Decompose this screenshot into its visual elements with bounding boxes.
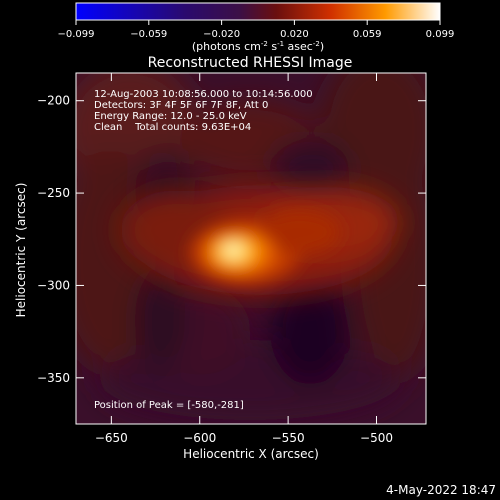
colorbar-tick-label: −0.059 xyxy=(130,29,167,40)
heatmap-image xyxy=(76,73,426,424)
x-tick-label: −600 xyxy=(183,431,216,445)
colorbar-tick-label: 0.020 xyxy=(280,29,309,40)
y-tick-label: −250 xyxy=(37,186,70,200)
colorbar-tick-label: −0.099 xyxy=(57,29,94,40)
x-tick-label: −650 xyxy=(95,431,128,445)
plot-frame xyxy=(75,72,427,425)
annotation-time-range: 12-Aug-2003 10:08:56.000 to 10:14:56.000 xyxy=(94,89,313,100)
y-tick-label: −350 xyxy=(37,371,70,385)
y-tick-label: −200 xyxy=(37,94,70,108)
colorbar-unit-label: (photons cm-2 s-1 asec-2) xyxy=(192,40,324,53)
colorbar-ticks: −0.099 −0.059 −0.020 0.020 0.059 0.099 xyxy=(57,20,454,40)
y-tick-label: −300 xyxy=(37,278,70,292)
annotation-peak-position: Position of Peak = [-580,-281] xyxy=(94,400,244,411)
x-tick-label: −550 xyxy=(272,431,305,445)
annotation-energy-range: Energy Range: 12.0 - 25.0 keV xyxy=(94,111,247,122)
y-axis-label: Heliocentric Y (arcsec) xyxy=(14,183,28,318)
annotation-block: 12-Aug-2003 10:08:56.000 to 10:14:56.000… xyxy=(94,89,313,133)
x-axis-label: Heliocentric X (arcsec) xyxy=(183,447,319,461)
colorbar-tick-label: 0.099 xyxy=(426,29,455,40)
chart-title: Reconstructed RHESSI Image xyxy=(148,55,353,71)
annotation-detectors: Detectors: 3F 4F 5F 6F 7F 8F, Att 0 xyxy=(94,100,268,111)
annotation-clean-counts: Clean Total counts: 9.63E+04 xyxy=(94,122,251,133)
colorbar-tick-label: −0.020 xyxy=(203,29,240,40)
x-axis-ticks: −650 −600 −550 −500 xyxy=(95,73,393,445)
colorbar-tick-label: 0.059 xyxy=(353,29,382,40)
x-tick-label: −500 xyxy=(360,431,393,445)
colorbar-gradient xyxy=(75,2,441,21)
footer-timestamp: 4-May-2022 18:47 xyxy=(386,483,496,497)
y-axis-ticks: −350 −300 −250 −200 xyxy=(37,94,426,385)
